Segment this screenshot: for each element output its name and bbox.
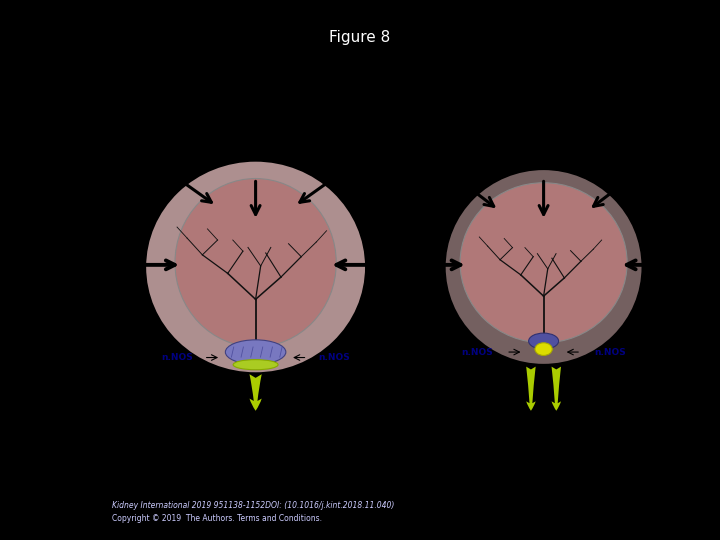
Ellipse shape [528,333,559,349]
Text: Copyright © 2019  The Authors. Terms and Conditions.: Copyright © 2019 The Authors. Terms and … [112,514,322,523]
Ellipse shape [535,343,552,355]
Text: Figure 8: Figure 8 [329,30,391,45]
Text: Kidney International 2019 951138-1152DOI: (10.1016/j.kint.2018.11.040): Kidney International 2019 951138-1152DOI… [112,501,394,510]
Ellipse shape [460,183,627,343]
Text: n.NOS: n.NOS [162,353,194,362]
Text: WILD-TYPE
HEALTHY
VOIDING: WILD-TYPE HEALTHY VOIDING [224,98,287,132]
Ellipse shape [446,170,642,364]
Text: UROFACIAL SYNDROME
DYSFUNCTIONAL
VOIDING: UROFACIAL SYNDROME DYSFUNCTIONAL VOIDING [476,98,611,132]
Ellipse shape [225,340,286,365]
Ellipse shape [146,161,365,372]
Text: n.NOS: n.NOS [318,353,349,362]
Text: n.NOS: n.NOS [462,348,493,356]
Text: n.NOS: n.NOS [594,348,626,356]
Ellipse shape [233,360,278,370]
Ellipse shape [175,179,336,347]
